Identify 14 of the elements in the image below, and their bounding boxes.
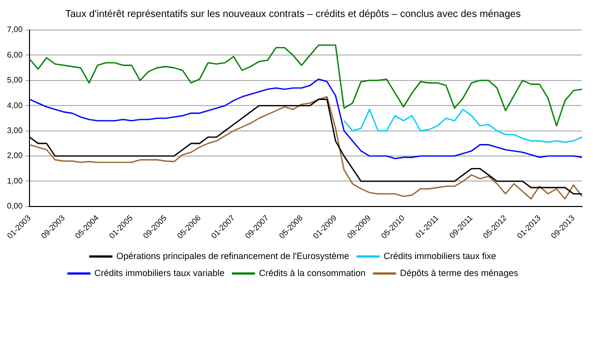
legend-label: Crédits à la consommation	[258, 268, 366, 278]
legend-label: Crédits immobiliers taux variable	[94, 268, 224, 278]
legend-label: Opérations principales de refinancement de l'Eurosystème	[116, 250, 350, 261]
y-tick-label: 2,00	[6, 151, 24, 160]
y-tick-label: 1,00	[6, 176, 24, 186]
y-tick-label: 4,00	[6, 100, 24, 110]
y-tick-label: 0,00	[6, 202, 24, 211]
legend-label: Crédits immobiliers taux fixe	[384, 250, 496, 261]
y-tick-label: 3,00	[6, 126, 24, 136]
chart-title: Taux d'intérêt représentatifs sur les nouveaux contrats – crédits et dépôts – conclus avec des ménages	[65, 8, 521, 20]
legend-label: Dépôts à terme des ménages	[400, 268, 519, 278]
y-tick-label: 5,00	[6, 76, 24, 85]
y-tick-label: 6,00	[6, 50, 24, 60]
y-tick-label: 7,00	[6, 25, 24, 34]
